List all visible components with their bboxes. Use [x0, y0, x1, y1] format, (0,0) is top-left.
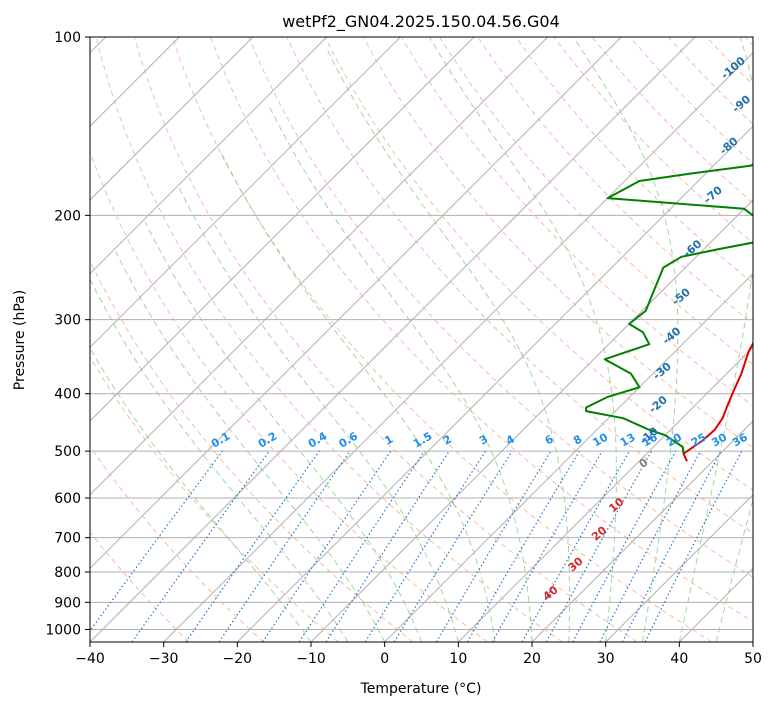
- x-tick-label: −40: [75, 651, 105, 667]
- moist-adiabat: [715, 497, 753, 642]
- mixing-ratio-line: [218, 450, 351, 642]
- isotherm-line: [90, 37, 622, 570]
- x-tick-label: −20: [223, 651, 253, 667]
- plot-frame: [89, 36, 754, 643]
- chart-title: wetPf2_GN04.2025.150.04.56.G04: [282, 12, 560, 32]
- plot-area: [90, 37, 753, 642]
- mixing-ratio-line: [185, 450, 320, 642]
- dry-adiabat: [90, 445, 264, 642]
- mixing-ratio-line: [131, 450, 270, 642]
- x-tick-label: −10: [296, 651, 326, 667]
- dry-adiabat: [90, 356, 339, 642]
- x-tick-label: 50: [744, 651, 762, 667]
- dry-adiabat: [515, 37, 753, 284]
- x-axis-label: Temperature (°C): [360, 681, 482, 697]
- x-tick-label: 20: [523, 651, 541, 667]
- moist-adiabat: [428, 37, 617, 642]
- mixing-ratio-line: [262, 450, 392, 642]
- dry-adiabat: [90, 259, 414, 642]
- moist-adiabat: [326, 49, 571, 642]
- isotherm-line: [163, 51, 753, 642]
- mixing-ratio-line: [393, 450, 513, 642]
- moist-adiabat: [572, 37, 679, 642]
- isotherm-line: [384, 272, 753, 642]
- dry-adiabat: [90, 150, 488, 642]
- dry-adiabat: [171, 37, 712, 642]
- dry-adiabat: [248, 37, 753, 578]
- dry-adiabat: [210, 37, 753, 623]
- dry-adiabat: [400, 37, 753, 407]
- y-tick-label: 600: [54, 491, 81, 507]
- mixing-ratio-line: [90, 450, 223, 632]
- isotherm-line: [90, 37, 328, 275]
- dewpoint-line: [585, 163, 753, 454]
- y-tick-label: 1000: [45, 622, 81, 638]
- dry-adiabat: [90, 531, 190, 642]
- mixing-ratio-line: [521, 450, 631, 642]
- x-tick-label: 0: [380, 651, 389, 667]
- mixing-ratio-line: [644, 450, 743, 642]
- dry-adiabat: [438, 37, 753, 366]
- axis-ticks: −40 −30 −20 −10 0 10 20 30 40 50 100 200 300 400 500 60…: [45, 30, 762, 667]
- isotherm-line: [90, 37, 254, 201]
- isotherm-line: [90, 37, 401, 349]
- isotherm-line: [457, 346, 753, 642]
- moist-adiabat: [144, 221, 422, 642]
- x-tick-label: 30: [597, 651, 615, 667]
- mixing-ratio-line: [325, 450, 450, 642]
- mixing-ratio-line: [572, 450, 677, 642]
- moist-adiabat: [115, 251, 386, 642]
- y-tick-label: 900: [54, 595, 81, 611]
- y-tick-label: 400: [54, 387, 81, 403]
- background-lines: [90, 37, 753, 642]
- y-tick-label: 300: [54, 313, 81, 329]
- temperature-line: [682, 341, 753, 462]
- isotherm-line: [90, 37, 696, 642]
- moist-adiabat: [678, 37, 753, 642]
- moist-adiabat: [90, 278, 349, 642]
- isotherm-line: [605, 493, 753, 642]
- dry-adiabat: [286, 37, 753, 534]
- isotherm-line: [90, 37, 549, 496]
- x-tick-label: 10: [449, 651, 467, 667]
- dry-adiabat: [95, 37, 563, 642]
- isotherm-line: [90, 37, 475, 422]
- y-tick-label: 500: [54, 444, 81, 460]
- y-tick-label: 800: [54, 565, 81, 581]
- isotherm-line: [236, 125, 753, 642]
- x-tick-label: −30: [149, 651, 179, 667]
- isotherm-line: [531, 420, 753, 642]
- moist-adiabat: [219, 149, 496, 642]
- sounding-lines: [585, 163, 753, 462]
- y-tick-label: 200: [54, 208, 81, 224]
- x-tick-label: 40: [670, 651, 688, 667]
- mixing-ratio-line: [545, 450, 653, 642]
- y-tick-label: 100: [54, 30, 81, 46]
- mixing-ratio-line: [298, 450, 425, 642]
- dry-adiabat: [133, 37, 638, 642]
- moist-adiabat: [178, 187, 459, 642]
- moist-adiabat: [267, 104, 533, 642]
- y-tick-label: 700: [54, 531, 81, 547]
- y-axis-label: Pressure (hPa): [12, 290, 28, 390]
